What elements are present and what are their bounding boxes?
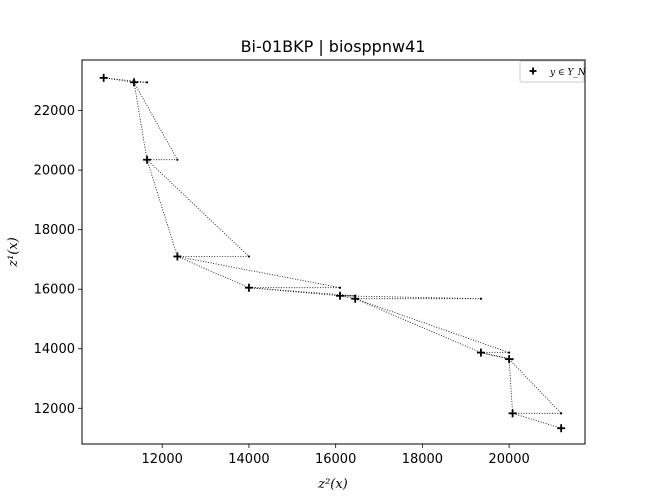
staircase-line (133, 82, 179, 161)
y-tick-label: 20000 (34, 164, 75, 179)
y-tick-label: 12000 (34, 402, 75, 417)
data-point (508, 409, 517, 418)
legend-plus-marker (529, 67, 537, 75)
data-point (557, 424, 566, 433)
data-points (99, 73, 566, 433)
plot-frame (81, 59, 586, 445)
x-tick-label: 20000 (488, 452, 529, 467)
staircase-line (339, 295, 481, 300)
staircase-line (480, 352, 513, 360)
y-tick-label: 18000 (34, 223, 75, 238)
staircase-line (177, 256, 341, 289)
data-point (336, 291, 345, 300)
data-point (99, 73, 108, 82)
legend-marker (529, 67, 537, 75)
nadir-dot (338, 286, 342, 289)
staircase-line (146, 159, 250, 257)
x-axis-ticks: 12000 14000 16000 18000 20000 (142, 444, 530, 467)
nadir-dot (247, 255, 251, 258)
nadir-dot (479, 297, 483, 300)
staircase-line (103, 77, 148, 83)
x-tick-label: 14000 (228, 452, 269, 467)
pareto-path-line (103, 77, 562, 429)
data-point (351, 294, 360, 303)
y-axis-label: z¹(x) (6, 237, 21, 268)
x-tick-label: 18000 (402, 452, 443, 467)
nadir-dot (176, 158, 179, 161)
y-axis-ticks: 12000 14000 16000 18000 20000 22000 (34, 104, 82, 417)
data-point (173, 252, 182, 261)
legend-box (519, 60, 585, 83)
data-point (476, 348, 485, 357)
nadir-dot (560, 412, 563, 415)
legend: y ∈ Y_N (519, 60, 587, 83)
connector-lines (103, 77, 563, 429)
y-tick-label: 16000 (34, 283, 75, 298)
legend-label: y ∈ Y_N (549, 68, 587, 78)
data-point (143, 155, 152, 164)
nadir-dot (508, 351, 511, 354)
nadir-dot (145, 81, 149, 84)
staircase-line (508, 358, 563, 414)
y-tick-label: 14000 (34, 342, 75, 357)
x-tick-label: 12000 (142, 452, 183, 467)
data-point (505, 355, 514, 364)
staircase-line (355, 298, 510, 353)
y-tick-label: 22000 (34, 104, 75, 119)
chart-title: Bi-01BKP | biosppnw41 (241, 37, 426, 56)
x-tick-label: 16000 (315, 452, 356, 467)
data-point (244, 283, 253, 292)
data-point (130, 78, 139, 87)
x-axis-label: z²(x) (317, 477, 348, 492)
local-nadir-dots (145, 81, 563, 415)
